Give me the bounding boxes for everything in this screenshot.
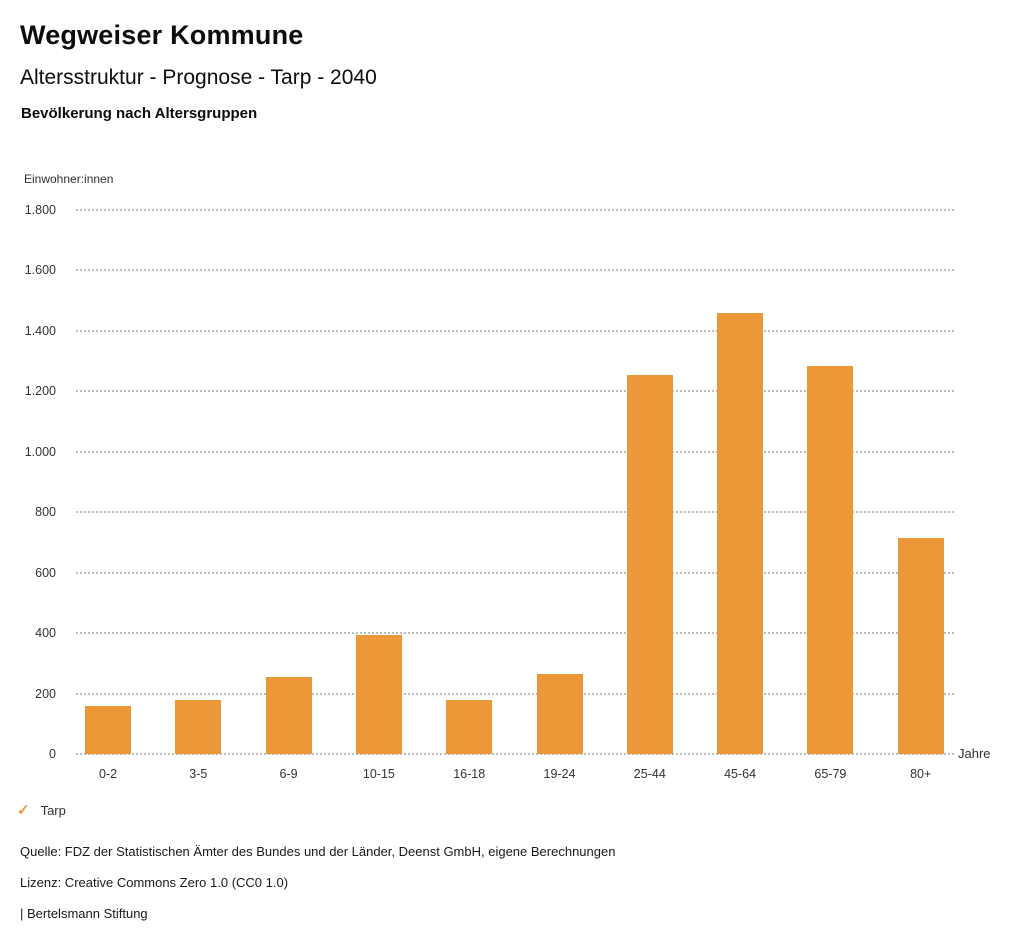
gridline-1.800	[76, 209, 954, 211]
chart-heading: Bevölkerung nach Altersgruppen	[21, 105, 258, 122]
bar-80+[interactable]	[897, 537, 944, 754]
legend-label: Tarp	[40, 803, 66, 818]
bar-16-18[interactable]	[446, 699, 493, 754]
x-tick-label: 80+	[910, 767, 932, 781]
y-axis-title: Einwohner:innen	[24, 172, 114, 186]
gridline-600	[76, 571, 954, 574]
bar-3-5[interactable]	[175, 699, 222, 754]
gridline-1.000	[76, 450, 954, 453]
y-tick-label: 200	[35, 686, 56, 701]
source-text: Quelle: FDZ der Statistischen Ämter des …	[20, 844, 616, 859]
bar-45-64[interactable]	[717, 312, 764, 754]
y-tick-label: 600	[35, 565, 56, 580]
gridline-0	[76, 753, 954, 755]
bar-19-24[interactable]	[536, 673, 583, 754]
bar-6-9[interactable]	[265, 676, 312, 754]
x-tick-label: 16-18	[453, 767, 486, 781]
x-tick-label: 6-9	[279, 767, 298, 781]
x-tick-label: 65-79	[814, 767, 847, 781]
y-tick-label: 1.400	[24, 323, 56, 338]
y-tick-label: 1.600	[24, 263, 56, 278]
bar-10-15[interactable]	[355, 634, 402, 754]
x-tick-label: 0-2	[98, 767, 118, 781]
gridline-1.600	[76, 269, 954, 272]
y-tick-label: 1.000	[24, 444, 56, 459]
y-tick-label: 1.800	[24, 203, 56, 217]
gridline-1.200	[76, 390, 954, 393]
bar-25-44[interactable]	[626, 374, 673, 754]
y-tick-label: 400	[35, 626, 56, 641]
x-tick-label: 25-44	[633, 767, 666, 781]
gridline-1.400	[76, 329, 954, 332]
page-title: Wegweiser Kommune	[20, 20, 304, 50]
x-tick-label: 3-5	[189, 767, 208, 781]
bar-0-2[interactable]	[85, 705, 131, 754]
gridline-400	[76, 632, 954, 635]
x-tick-label: 10-15	[362, 767, 395, 781]
check-icon: ✓	[17, 802, 30, 819]
x-tick-label: 19-24	[543, 767, 576, 781]
gridline-200	[76, 692, 954, 695]
y-tick-label: 0	[49, 747, 56, 761]
attribution-text: | Bertelsmann Stiftung	[20, 906, 148, 921]
legend-item-tarp[interactable]: ✓ Tarp	[17, 803, 66, 818]
license-text: Lizenz: Creative Commons Zero 1.0 (CC0 1…	[20, 875, 289, 890]
page-subtitle: Altersstruktur - Prognose - Tarp - 2040	[20, 66, 377, 89]
x-axis-title: Jahre	[958, 746, 991, 761]
y-tick-label: 800	[35, 505, 56, 520]
y-tick-label: 1.200	[24, 384, 56, 399]
gridline-800	[76, 511, 954, 514]
bar-65-79[interactable]	[807, 365, 854, 754]
x-tick-label: 45-64	[724, 767, 757, 781]
